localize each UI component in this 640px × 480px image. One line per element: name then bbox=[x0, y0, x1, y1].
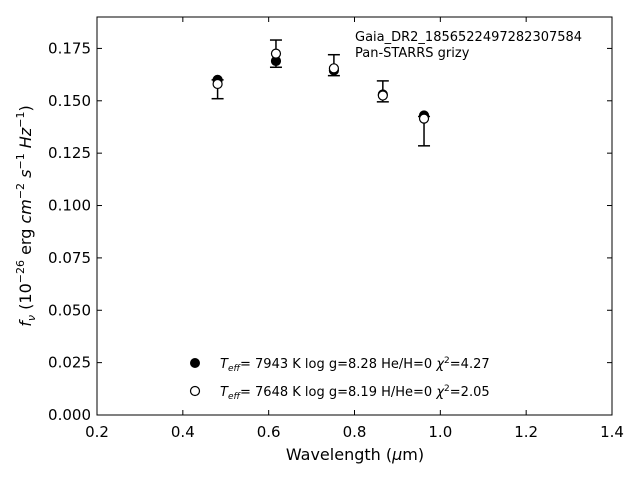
y-tick-label: 0.100 bbox=[48, 197, 91, 215]
point-open bbox=[418, 113, 430, 124]
legend-entry-1: Teff= 7943 K log g=8.28 He/H=0 χ2=4.27 bbox=[220, 356, 490, 374]
axis-tick-labels: 0.2 0.4 0.6 0.8 1.0 1.2 1.4 0.000 0.025 0.050 0.07… bbox=[48, 39, 624, 441]
x-tick-label: 0.2 bbox=[85, 423, 109, 441]
y-axis-title: fν (10−26 erg cm−2 s−1 Hz−1) bbox=[14, 105, 38, 326]
legend-2-chi2: =2.05 bbox=[450, 385, 490, 400]
legend-2-comp: H/He=0 bbox=[381, 385, 432, 400]
plot-frame bbox=[96, 16, 613, 416]
x-tick-label: 1.0 bbox=[428, 423, 452, 441]
y-tick-label: 0.150 bbox=[48, 92, 91, 110]
x-tick-label: 0.6 bbox=[257, 423, 281, 441]
legend-entry-2: Teff= 7648 K log g=8.19 H/He=0 χ2=2.05 bbox=[220, 384, 490, 402]
y-tick-label: 0.050 bbox=[48, 301, 91, 319]
data-points bbox=[212, 48, 430, 124]
legend-2-teff: 7648 K bbox=[255, 385, 301, 400]
point-open bbox=[328, 63, 339, 74]
svg-text:fν (10−26 erg cm−2 s−1 Hz−1): fν (10−26 erg cm−2 s−1 Hz−1) bbox=[14, 105, 38, 326]
legend-1-comp: He/H=0 bbox=[381, 357, 432, 372]
legend-1-logg: log g=8.28 bbox=[305, 357, 377, 372]
point-open bbox=[212, 78, 223, 90]
legend-marker-open bbox=[189, 385, 201, 397]
y-tick-label: 0.000 bbox=[48, 406, 91, 424]
annotation-survey: Pan-STARRS grizy bbox=[355, 46, 470, 61]
legend-2-logg: log g=8.19 bbox=[305, 385, 377, 400]
y-tick-label: 0.175 bbox=[48, 39, 91, 57]
legend: Teff= 7943 K log g=8.28 He/H=0 χ2=4.27 T… bbox=[189, 356, 490, 402]
legend-1-teff: 7943 K bbox=[255, 357, 301, 372]
legend-1-chi2: =4.27 bbox=[450, 357, 490, 372]
annotation-object-id: Gaia_DR2_1856522497282307584 bbox=[355, 30, 582, 45]
x-tick-label: 1.2 bbox=[514, 423, 538, 441]
x-tick-label: 1.4 bbox=[600, 423, 624, 441]
y-tick-label: 0.025 bbox=[48, 354, 91, 372]
axis-ticks bbox=[96, 17, 613, 416]
x-tick-label: 0.4 bbox=[171, 423, 195, 441]
x-tick-label: 0.8 bbox=[343, 423, 367, 441]
point-open bbox=[270, 48, 282, 59]
legend-marker-filled bbox=[190, 358, 200, 368]
x-axis-title: Wavelength (μm) bbox=[286, 445, 424, 464]
point-open bbox=[377, 90, 388, 101]
y-tick-label: 0.125 bbox=[48, 144, 91, 162]
y-tick-label: 0.075 bbox=[48, 249, 91, 267]
